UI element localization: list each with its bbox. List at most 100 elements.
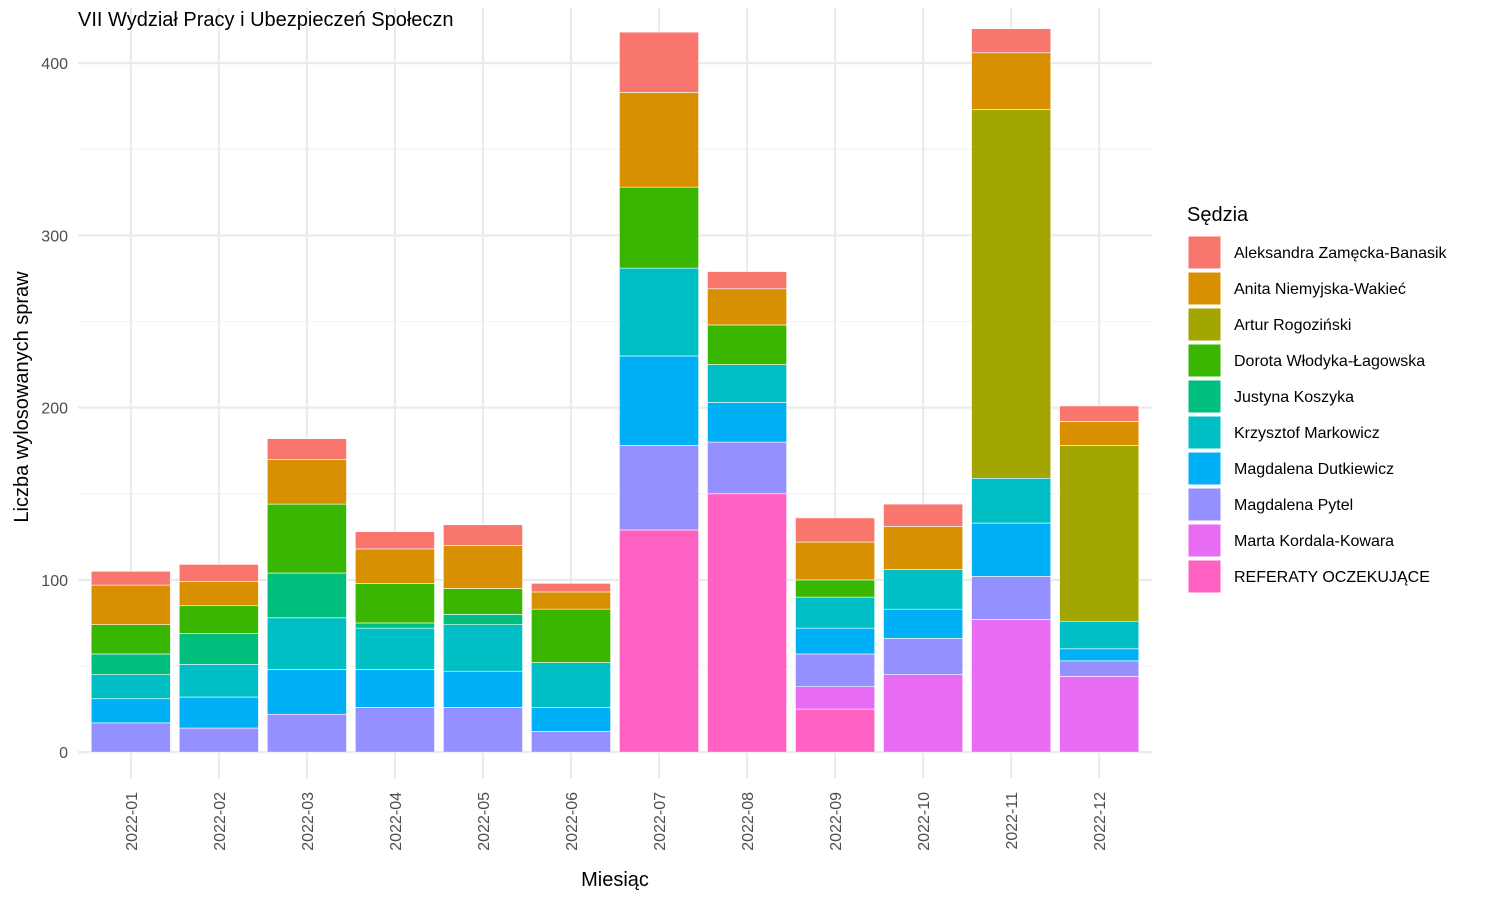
- legend-label: Marta Kordala-Kowara: [1234, 533, 1394, 550]
- bar-segment: [1059, 620, 1140, 650]
- bar-segment: [795, 517, 875, 543]
- legend-label: Aleksandra Zamęcka-Banasik: [1234, 245, 1448, 262]
- bar-segment: [619, 31, 699, 93]
- bar-segment: [1059, 676, 1140, 753]
- bar-segment: [707, 288, 787, 326]
- bar-segment: [443, 545, 523, 589]
- bar-segment: [443, 624, 523, 672]
- legend-label: Anita Niemyjska-Wakieć: [1234, 281, 1406, 298]
- bar-segment: [619, 92, 699, 188]
- bar-segment: [1059, 405, 1140, 422]
- bar-segment: [795, 579, 875, 598]
- bar-segment: [355, 707, 435, 753]
- legend-title: Sędzia: [1187, 204, 1249, 226]
- bar-segment: [1059, 421, 1140, 446]
- bar-segment: [531, 707, 611, 732]
- bar-segment: [795, 708, 875, 753]
- bar-segment: [619, 529, 699, 753]
- bar-segment: [971, 28, 1052, 54]
- axes-layer: 0 100 200 300 400 2022-01 2022-02 2022-03 2022-0…: [41, 56, 1109, 851]
- legend-swatch: [1187, 343, 1222, 378]
- bar-segment: [178, 664, 259, 698]
- bar-segment: [795, 627, 875, 655]
- bar-segment: [90, 584, 171, 625]
- bar-segment: [971, 576, 1052, 620]
- x-tick-label: 2022-07: [652, 792, 669, 851]
- y-tick-label: 400: [41, 56, 68, 73]
- legend: Sędzia Aleksandra Zamęcka-Banasik Anita N…: [1187, 204, 1448, 594]
- bar-segment: [619, 267, 699, 357]
- bar-segment: [266, 713, 347, 753]
- bar-segment: [619, 445, 699, 531]
- legend-label: Magdalena Pytel: [1234, 497, 1353, 514]
- bar-segment: [266, 438, 347, 460]
- x-tick-label: 2022-09: [828, 792, 845, 851]
- x-tick-label: 2022-12: [1092, 792, 1109, 851]
- bar-segment: [90, 698, 171, 724]
- bar-segment: [707, 271, 787, 290]
- bar-segment: [707, 441, 787, 495]
- bar-segment: [90, 653, 171, 675]
- legend-swatch: [1187, 523, 1222, 558]
- bar-segment: [355, 669, 435, 708]
- x-tick-label: 2022-03: [300, 792, 317, 851]
- y-tick-label: 200: [41, 401, 68, 418]
- legend-label: Magdalena Dutkiewicz: [1234, 461, 1394, 478]
- legend-swatch: [1187, 271, 1222, 306]
- bar-segment: [883, 608, 964, 639]
- bar-segment: [971, 477, 1052, 524]
- bar-segment: [266, 572, 347, 619]
- bar-segment: [355, 622, 435, 629]
- bar-segment: [531, 583, 611, 593]
- bar-segment: [266, 669, 347, 715]
- x-tick-label: 2022-06: [564, 792, 581, 851]
- bar-segment: [443, 588, 523, 615]
- bar-segment: [178, 581, 259, 607]
- bar-segment: [178, 696, 259, 729]
- x-tick-label: 2022-08: [740, 792, 757, 851]
- y-tick-label: 300: [41, 228, 68, 245]
- bar-segment: [1059, 648, 1140, 662]
- bar-segment: [178, 727, 259, 753]
- bar-segment: [443, 614, 523, 625]
- x-tick-label: 2022-01: [124, 792, 141, 851]
- bar-segment: [1059, 445, 1140, 622]
- x-tick-label: 2022-10: [916, 792, 933, 851]
- bar-segment: [795, 541, 875, 581]
- bar-segment: [443, 670, 523, 708]
- bar-segment: [531, 731, 611, 753]
- bar-segment: [355, 548, 435, 584]
- x-axis-label: Miesiąc: [581, 869, 649, 891]
- x-tick-label: 2022-11: [1004, 792, 1021, 850]
- bar-segment: [90, 674, 171, 700]
- bar-segment: [266, 459, 347, 505]
- bar-segment: [90, 624, 171, 655]
- legend-label: Krzysztof Markowicz: [1234, 425, 1380, 442]
- bar-segment: [883, 638, 964, 675]
- bar-segment: [90, 722, 171, 753]
- y-axis-label: Liczba wylosowanych spraw: [11, 271, 33, 523]
- x-tick-label: 2022-05: [476, 792, 493, 851]
- bar-segment: [355, 627, 435, 670]
- bar-segment: [707, 324, 787, 365]
- chart-title: VII Wydział Pracy i Ubezpieczeń Społeczn: [78, 9, 454, 31]
- bar-segment: [619, 186, 699, 269]
- legend-items: Aleksandra Zamęcka-Banasik Anita Niemyjsk…: [1187, 235, 1448, 594]
- bar-segment: [355, 583, 435, 624]
- bar-segment: [531, 591, 611, 610]
- y-tick-label: 100: [41, 573, 68, 590]
- bar-segment: [883, 526, 964, 570]
- bar-segment: [266, 503, 347, 574]
- bar-segment: [883, 674, 964, 753]
- legend-label: Dorota Włodyka-Łagowska: [1234, 353, 1425, 370]
- bar-segment: [443, 524, 523, 546]
- bar-segment: [971, 52, 1052, 110]
- x-tick-label: 2022-02: [212, 792, 229, 851]
- bar-segment: [178, 605, 259, 634]
- bar-segment: [531, 608, 611, 663]
- bar-segment: [795, 686, 875, 710]
- bar-segment: [971, 619, 1052, 753]
- bar-segment: [178, 564, 259, 582]
- bar-segment: [883, 503, 964, 527]
